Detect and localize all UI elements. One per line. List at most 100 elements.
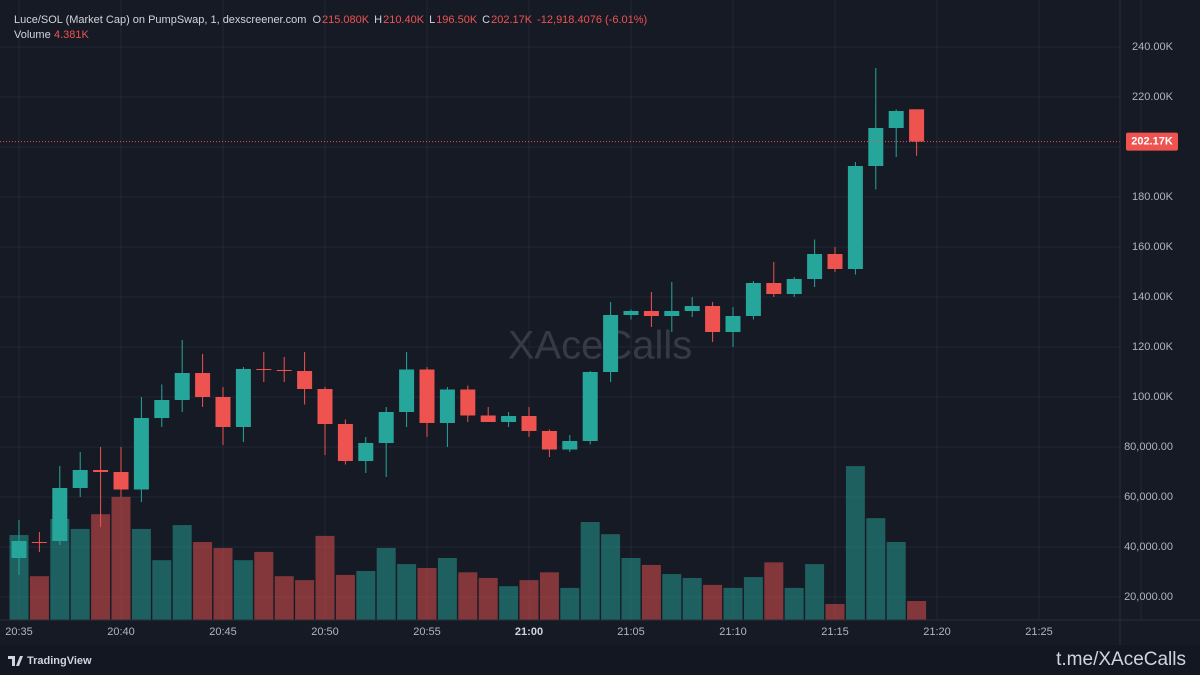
candle-body [133,418,149,490]
volume-bar [682,577,702,620]
y-tick-label: 40,000.00 [1124,541,1173,553]
candle-body [847,166,863,269]
volume-bar [478,577,498,620]
volume-bar [295,580,315,620]
volume-bar [193,541,213,620]
candle-body [501,416,517,422]
candle-body [868,128,884,166]
tradingview-logo [8,656,23,666]
header: Luce/SOL (Market Cap) on PumpSwap, 1, de… [14,14,647,41]
volume-bar [437,558,457,620]
title: Luce/SOL (Market Cap) on PumpSwap, 1, de… [14,14,306,26]
candle-layer [0,68,1120,575]
candle-body [888,111,904,128]
x-tick-label: 21:05 [617,626,645,638]
y-tick-label: 220.00K [1132,91,1174,103]
volume-layer [9,466,927,620]
candle-body [623,311,639,315]
y-tick-label: 140.00K [1132,291,1174,303]
volume-bar [866,518,886,620]
candle-body [215,397,231,427]
volume-bar [335,574,355,620]
volume-bar [825,603,845,620]
legend-value: 215.080K [322,14,370,26]
candle-body [256,369,272,370]
candle-body [541,431,557,450]
axis-layer: 20,000.00 40,000.00 60,000.00 80,000.00 100.… [1124,41,1178,603]
watermark: XAceCalls [508,324,693,368]
candle-body [480,415,496,422]
y-tick-label: 80,000.00 [1124,441,1173,453]
candle-body [643,311,659,316]
candle-body [52,488,68,541]
x-tick-label: 21:10 [719,626,747,638]
candle-body [11,541,27,558]
y-tick-label: 100.00K [1132,391,1174,403]
legend-key: O [312,14,321,26]
candle-body [113,472,129,490]
candle-body [93,470,109,472]
volume-bar [519,580,539,620]
volume-bar [703,584,723,620]
volume-bar [131,528,151,620]
candle-body [582,372,598,441]
volume-bar [356,571,376,620]
y-tick-label: 240.00K [1132,41,1174,53]
candle-body [174,373,190,400]
y-tick-label: 60,000.00 [1124,491,1173,503]
candle-body [807,254,823,279]
y-tick-label: 120.00K [1132,341,1174,353]
legend-value: 210.40K [383,14,425,26]
last-price-box [1126,132,1178,151]
volume-bar [376,548,396,620]
x-tick-label: 20:50 [311,626,339,638]
x-tick-label: 21:25 [1025,626,1053,638]
volume-bar [315,535,335,620]
volume-bar [886,541,906,620]
candle-body [378,412,394,443]
volume-bar [723,587,743,620]
volume-bar [907,601,927,620]
volume-bar [580,522,600,620]
volume-bar [539,572,559,620]
volume-bar [458,572,478,620]
legend-value: 202.17K [491,14,533,26]
volume-bar [111,496,131,620]
y-tick-label: 20,000.00 [1124,591,1173,603]
x-tick-label: 20:45 [209,626,237,638]
volume-bar [417,567,437,620]
x-tick-label: 20:35 [5,626,33,638]
candle-body [725,316,741,332]
candle-body [235,369,251,427]
volume-bar [805,564,825,620]
candle-body [766,283,782,294]
candle-body [562,441,578,450]
candle-body [664,311,680,316]
candle-body [439,389,455,423]
volume-bar [274,576,294,620]
volume-bar [172,525,192,620]
legend-key: C [482,14,490,26]
footer-right: t.me/XAceCalls [1056,649,1186,670]
candle-body [358,443,374,461]
volume-value: 4.381K [54,29,90,41]
volume-bar [397,564,417,620]
volume-bar [743,577,763,620]
candle-body [72,470,88,488]
candle-body [31,542,47,543]
x-tick-label: 21:00 [515,626,543,638]
candle-body [195,373,211,397]
x-tick-label: 21:20 [923,626,951,638]
candle-body [909,109,925,142]
candle-body [684,306,700,311]
volume-bar [91,514,111,620]
candle-body [399,369,415,412]
volume-bar [213,548,233,620]
candle-body [521,416,537,431]
volume-bar [662,574,682,620]
legend-key: H [374,14,382,26]
volume-bar [601,534,621,620]
candle-body [154,400,170,418]
